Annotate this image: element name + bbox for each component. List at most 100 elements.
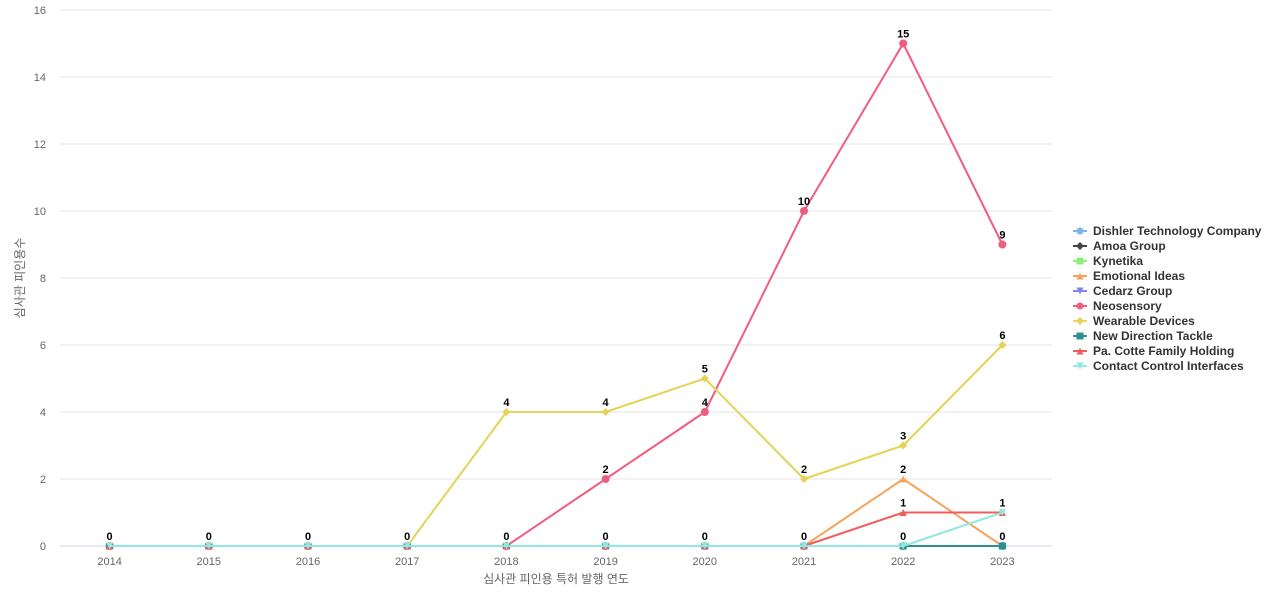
x-tick-label: 2017 (395, 556, 419, 568)
legend-symbol (1076, 242, 1084, 250)
legend-symbol (1076, 317, 1084, 325)
x-tick-label: 2023 (990, 556, 1014, 568)
legend-label: Dishler Technology Company (1093, 224, 1262, 238)
data-label: 2 (900, 464, 906, 476)
data-point (502, 542, 510, 550)
data-point (701, 542, 709, 550)
legend-item-contact-control-interfaces[interactable]: Contact Control Interfaces (1073, 359, 1244, 373)
data-label: 0 (801, 531, 807, 543)
data-point (998, 509, 1006, 516)
data-label: 1 (999, 498, 1005, 510)
data-label: 0 (999, 531, 1005, 543)
legend-label: Neosensory (1093, 299, 1162, 313)
data-point (899, 475, 907, 483)
series-group (105, 39, 1007, 550)
series-line (109, 511, 1003, 547)
legend-item-amoa-group[interactable]: Amoa Group (1073, 239, 1166, 253)
data-label: 3 (900, 431, 906, 443)
legend-item-new-direction-tackle[interactable]: New Direction Tackle (1073, 329, 1213, 343)
legend-label: Cedarz Group (1093, 284, 1172, 298)
data-point (899, 509, 907, 516)
legend-item-dishler-technology-company[interactable]: Dishler Technology Company (1073, 224, 1262, 238)
legend-symbol (1076, 362, 1084, 370)
series-line (109, 511, 1003, 547)
legend-label: Emotional Ideas (1093, 269, 1185, 283)
data-point (602, 542, 610, 550)
data-point (998, 341, 1007, 349)
data-label: 15 (897, 29, 909, 41)
data-point (998, 542, 1006, 550)
data-point (304, 542, 312, 550)
legend-label: Pa. Cotte Family Holding (1093, 344, 1234, 358)
legend-symbol (1076, 302, 1084, 310)
data-label: 4 (702, 397, 709, 409)
data-label: 0 (305, 531, 311, 543)
data-label: 0 (404, 531, 410, 543)
data-point (700, 408, 709, 416)
x-tick-label: 2014 (97, 556, 121, 568)
data-label: 2 (801, 464, 807, 476)
x-tick-label: 2018 (494, 556, 518, 568)
data-label: 0 (702, 531, 708, 543)
data-point (800, 207, 808, 215)
data-label: 4 (503, 397, 510, 409)
y-tick-label: 14 (34, 72, 46, 84)
x-tick-label: 2019 (593, 556, 617, 568)
legend-symbol (1076, 257, 1084, 265)
series-wearable-devices (105, 341, 1007, 550)
y-tick-label: 12 (34, 139, 46, 151)
y-tick-label: 8 (40, 273, 46, 285)
data-label: 5 (702, 364, 708, 376)
y-tick-label: 6 (40, 340, 46, 352)
y-tick-label: 0 (40, 541, 46, 553)
legend-label: Wearable Devices (1093, 314, 1195, 328)
y-tick-label: 4 (40, 407, 46, 419)
data-label: 1 (900, 498, 906, 510)
legend-label: Kynetika (1093, 254, 1143, 268)
y-tick-label: 10 (34, 206, 46, 218)
x-axis-title: 심사관 피인용 특허 발행 연도 (483, 571, 629, 586)
legend-symbol (1076, 287, 1084, 295)
data-point (205, 542, 213, 550)
data-point (800, 542, 808, 550)
x-tick-label: 2021 (792, 556, 816, 568)
series-pa-cotte-family-holding (106, 509, 1006, 550)
data-point (899, 441, 908, 450)
data-label: 0 (603, 531, 609, 543)
data-point (601, 475, 610, 483)
legend-item-pa-cotte-family-holding[interactable]: Pa. Cotte Family Holding (1073, 344, 1234, 358)
legend-label: Contact Control Interfaces (1093, 359, 1244, 373)
data-label: 0 (107, 531, 113, 543)
legend-symbol (1076, 332, 1084, 340)
legend-item-kynetika[interactable]: Kynetika (1073, 254, 1143, 268)
legend-item-wearable-devices[interactable]: Wearable Devices (1073, 314, 1195, 328)
data-point (899, 39, 908, 48)
data-point (998, 240, 1007, 249)
data-point (800, 475, 808, 483)
data-label: 10 (798, 196, 810, 208)
data-point (899, 542, 907, 550)
y-tick-label: 2 (40, 474, 46, 486)
legend-symbol (1076, 272, 1084, 280)
data-label: 2 (603, 464, 609, 476)
series-line (109, 42, 1004, 547)
x-tick-label: 2016 (296, 556, 320, 568)
legend-item-emotional-ideas[interactable]: Emotional Ideas (1073, 269, 1185, 283)
series-neosensory (105, 39, 1007, 550)
legend-symbol (1076, 227, 1084, 235)
y-axis: 0 2 4 6 8 10 12 14 16 (34, 5, 46, 553)
y-tick-label: 16 (34, 5, 46, 17)
legend-symbol (1076, 347, 1084, 355)
data-point (700, 374, 709, 383)
legend-item-cedarz-group[interactable]: Cedarz Group (1073, 284, 1172, 298)
data-label: 0 (206, 531, 212, 543)
data-label: 4 (603, 397, 610, 409)
x-tick-label: 2022 (891, 556, 915, 568)
x-tick-label: 2020 (693, 556, 717, 568)
legend-item-neosensory[interactable]: Neosensory (1073, 299, 1162, 313)
series-contact-control-interfaces (106, 509, 1006, 550)
data-label: 6 (999, 330, 1005, 342)
